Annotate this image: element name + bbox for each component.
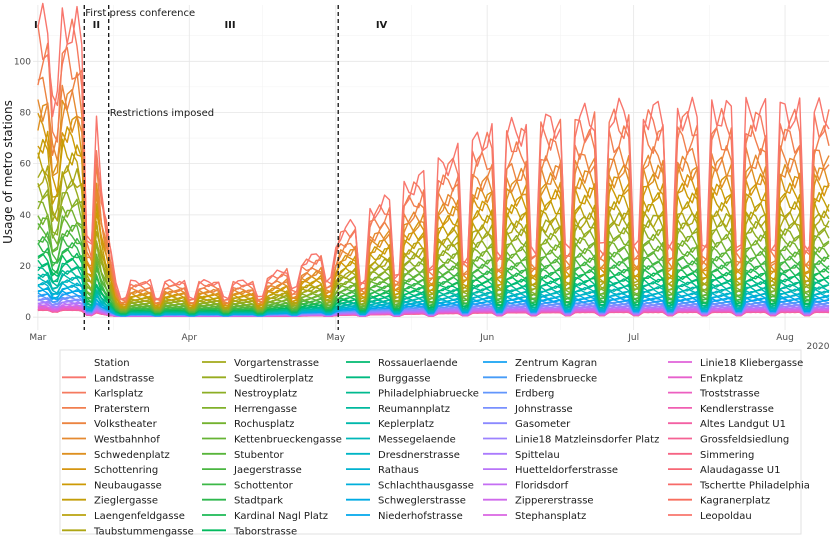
legend-item-label: Zieglergasse (94, 496, 158, 507)
legend-item-label: Enkplatz (700, 373, 743, 384)
year-label: 2020 (807, 342, 830, 352)
legend-item-label: Praterstern (94, 404, 150, 415)
legend-item-label: Westbahnhof (94, 435, 160, 446)
legend-item-label: Niederhofstrasse (378, 511, 463, 522)
legend-item-label: Reumannplatz (378, 404, 450, 415)
legend-title: Station (94, 358, 130, 369)
legend-item-label: Zentrum Kagran (515, 358, 597, 369)
legend: Station Landstrasse Karlsplatz Praterstern V… (59, 349, 810, 537)
legend-item-label: Alaudagasse U1 (700, 465, 780, 476)
legend-item-label: Nestroyplatz (234, 389, 297, 400)
legend-item-label: Linie18 Matzleinsdorfer Platz (515, 435, 659, 446)
legend-item-label: Dresdnerstrasse (378, 450, 460, 461)
axes: 0 20 40 60 80 100 Mar Apr May Jun Jul Aug 2020 (14, 57, 830, 352)
legend-item-label: Leopoldau (700, 511, 752, 522)
legend-item-label: Schweglerstrasse (378, 496, 466, 507)
legend-item-label: Taborstrasse (233, 526, 297, 537)
legend-item-label: Kardinal Nagl Platz (234, 511, 328, 522)
legend-item-label: Landstrasse (94, 373, 154, 384)
legend-item-label: Altes Landgut U1 (700, 419, 786, 430)
legend-item-label: Linie18 Kliebergasse (700, 358, 803, 369)
legend-item-label: Friedensbruecke (515, 373, 597, 384)
series-line (37, 2, 830, 301)
x-tick-label: Aug (776, 333, 794, 343)
y-tick-label: 100 (14, 57, 31, 67)
event-label: Restrictions imposed (110, 108, 214, 119)
event-label: First press conference (85, 8, 195, 19)
legend-item-label: Philadelphiabruecke (378, 389, 479, 400)
x-tick-label: Apr (181, 333, 197, 343)
phase-label: III (224, 20, 235, 31)
legend-item-label: Suedtirolerplatz (234, 373, 313, 384)
legend-item-label: Tschertte Philadelphia (699, 480, 810, 491)
y-tick-label: 60 (20, 160, 32, 170)
legend-item-label: Messegelaende (378, 435, 456, 446)
x-tick-label: Jul (627, 333, 639, 343)
legend-item-label: Simmering (700, 450, 754, 461)
legend-item-label: Schottentor (234, 480, 294, 491)
y-axis-label: Usage of metro stations (1, 100, 15, 244)
legend-item-label: Vorgartenstrasse (234, 358, 319, 369)
legend-item-label: Herrengasse (234, 404, 297, 415)
legend-item-label: Stadtpark (234, 496, 283, 507)
series-line (37, 71, 830, 305)
y-tick-label: 20 (20, 262, 32, 272)
legend-item-label: Gasometer (515, 419, 571, 430)
phase-label: IV (376, 20, 388, 31)
legend-box (59, 349, 802, 535)
legend-item-label: Burggasse (378, 373, 431, 384)
legend-item-label: Schlachthausgasse (378, 480, 474, 491)
legend-item-label: Schwedenplatz (94, 450, 170, 461)
series-line (37, 229, 830, 313)
legend-item-label: Johnstrasse (514, 404, 573, 415)
legend-item-label: Kettenbrueckengasse (234, 435, 342, 446)
series-lines (37, 2, 830, 317)
legend-item-label: Huetteldorferstrasse (515, 465, 618, 476)
phase-label: I (34, 20, 38, 31)
legend-item-label: Rathaus (378, 465, 419, 476)
legend-item-label: Floridsdorf (515, 480, 569, 491)
legend-item-label: Taubstummengasse (93, 526, 194, 537)
legend-item-label: Volkstheater (94, 419, 158, 430)
legend-item-label: Stephansplatz (515, 511, 586, 522)
y-tick-label: 0 (25, 313, 31, 323)
event-lines: First press conference Restrictions impos… (34, 5, 388, 330)
legend-item-label: Erdberg (515, 389, 554, 400)
phase-label: II (93, 20, 100, 31)
legend-item-label: Grossfeldsiedlung (700, 435, 789, 446)
series-line (37, 165, 830, 310)
legend-item-label: Kagranerplatz (700, 496, 770, 507)
legend-item-label: Keplerplatz (378, 419, 434, 430)
legend-item-label: Neubaugasse (94, 480, 162, 491)
y-tick-label: 80 (20, 108, 32, 118)
legend-item-label: Troststrasse (699, 389, 760, 400)
x-tick-label: May (326, 333, 345, 343)
legend-item-label: Schottenring (94, 465, 158, 476)
legend-item-label: Kendlerstrasse (700, 404, 774, 415)
legend-item-label: Spittelau (515, 450, 560, 461)
legend-item-label: Jaegerstrasse (233, 465, 302, 476)
legend-item-label: Laengenfeldgasse (94, 511, 185, 522)
x-tick-label: Mar (29, 333, 46, 343)
legend-item-label: Rochusplatz (234, 419, 294, 430)
legend-item-label: Stubentor (234, 450, 284, 461)
legend-item-label: Karlsplatz (94, 389, 143, 400)
legend-item-label: Rossauerlaende (378, 358, 458, 369)
y-tick-label: 40 (20, 211, 32, 221)
series-line (37, 126, 830, 308)
x-tick-label: Jun (479, 333, 494, 343)
legend-item-label: Zippererstrasse (515, 496, 594, 507)
